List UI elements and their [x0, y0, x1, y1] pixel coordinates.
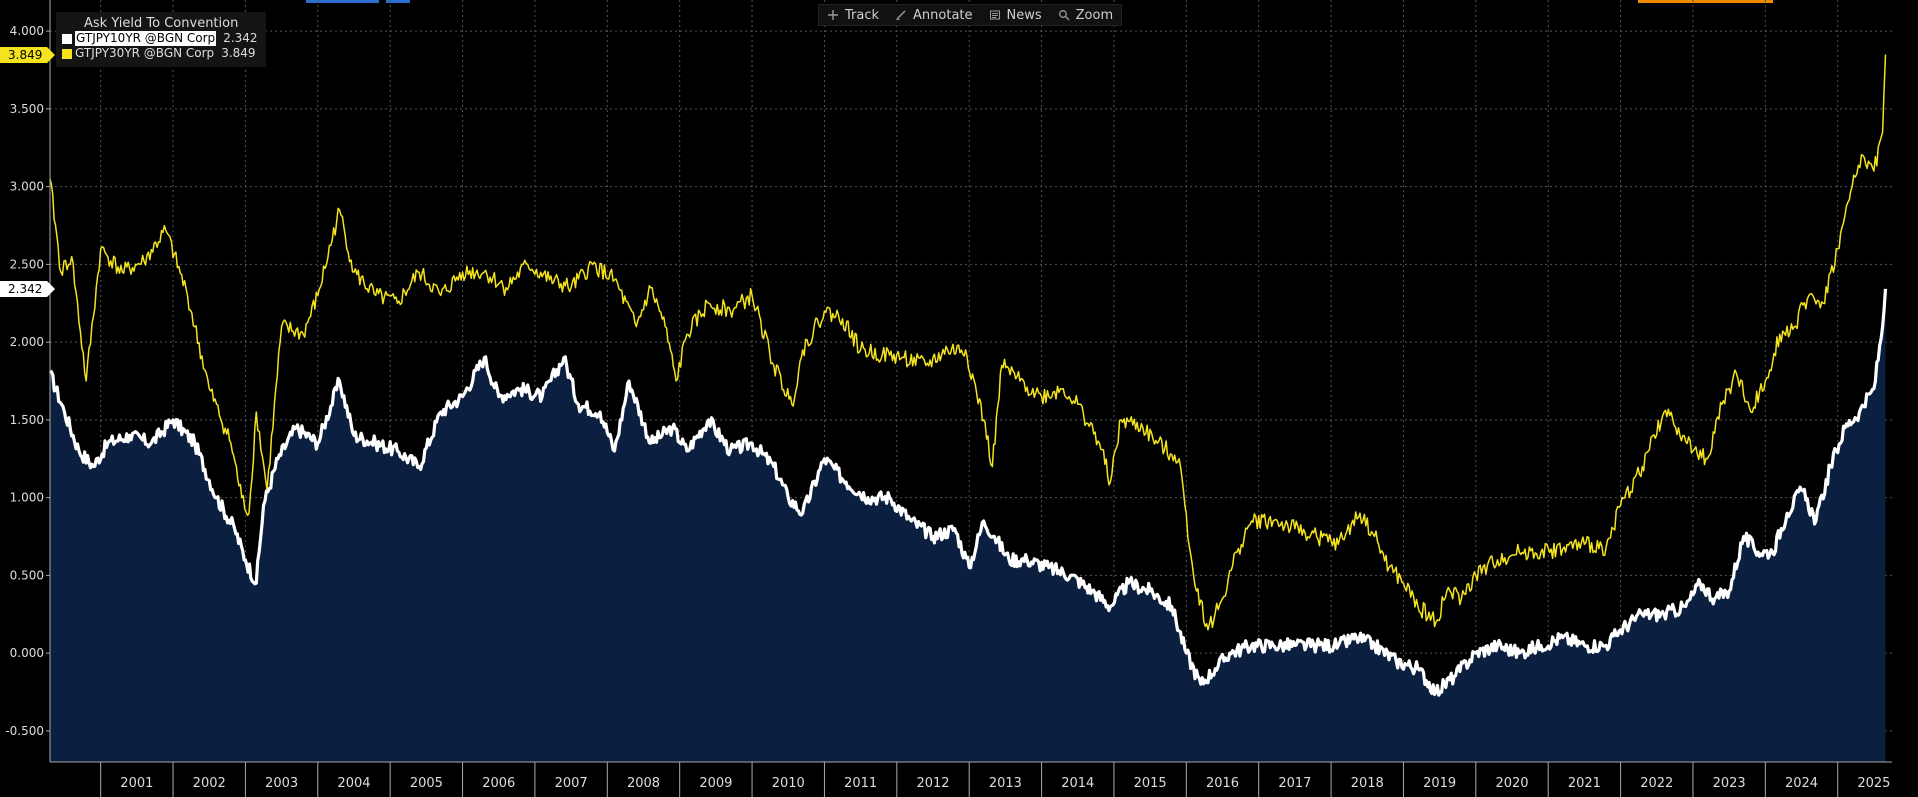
top-tab-indicator[interactable]	[306, 0, 379, 3]
x-tick-label: 2016	[1206, 776, 1239, 791]
x-tick-label: 2004	[337, 776, 370, 791]
x-tick-label: 2005	[410, 776, 443, 791]
legend-item-10yr[interactable]: GTJPY10YR @BGN Corp 2.342	[62, 31, 262, 46]
x-tick-label: 2017	[1278, 776, 1311, 791]
x-tick-label: 2015	[1134, 776, 1167, 791]
chart-toolbar: Track Annotate News Zoom	[818, 4, 1123, 26]
x-tick-label: 2020	[1495, 776, 1528, 791]
zoom-button[interactable]: Zoom	[1050, 8, 1121, 23]
legend-name-10yr: GTJPY10YR @BGN Corp	[75, 31, 217, 46]
track-label: Track	[845, 7, 880, 23]
x-tick-label: 2012	[916, 776, 949, 791]
y-tick-label: 3.500	[10, 102, 44, 116]
x-tick-label: 2025	[1857, 776, 1890, 791]
y-tick-label: 1.000	[10, 491, 44, 505]
y-tick-label: 1.500	[10, 413, 44, 427]
annotate-label: Annotate	[913, 7, 973, 23]
news-button[interactable]: News	[981, 8, 1050, 23]
x-axis: 2001 2002 2003 2004 2005 2006 2007 2008 2009 2010…	[50, 761, 1892, 797]
last-value-tag-10yr: 2.342	[0, 280, 56, 297]
x-tick-label: 2023	[1713, 776, 1746, 791]
series-line-10yr	[48, 288, 1888, 697]
top-tab-indicator-2[interactable]	[386, 0, 410, 3]
x-tick-label: 2007	[555, 776, 588, 791]
y-axis: -0.500 0.000 0.500 1.000 1.500 2.000 2.500 3.00…	[5, 0, 51, 762]
chart-series-lines	[48, 54, 1888, 697]
y-tick-label: 0.000	[10, 646, 44, 660]
annotate-button[interactable]: Annotate	[887, 8, 980, 23]
news-icon	[989, 10, 1000, 20]
x-tick-label: 2018	[1351, 776, 1384, 791]
top-alert-indicator[interactable]	[1638, 0, 1773, 3]
y-tick-label: 2.000	[10, 335, 44, 349]
news-label: News	[1006, 7, 1042, 23]
legend-value-30yr: 3.849	[221, 46, 256, 60]
legend-item-30yr[interactable]: GTJPY30YR @BGN Corp 3.849	[62, 46, 262, 61]
x-tick-label: 2003	[265, 776, 298, 791]
y-tick-label: 0.500	[10, 568, 44, 582]
magnifier-icon	[1058, 10, 1070, 21]
x-tick-label: 2001	[120, 776, 153, 791]
crosshair-icon	[828, 10, 838, 20]
x-tick-label: 2022	[1640, 776, 1673, 791]
x-tick-label: 2024	[1785, 776, 1818, 791]
last-value-tag-30yr: 3.849	[0, 46, 56, 63]
x-tick-label: 2008	[627, 776, 660, 791]
x-tick-label: 2006	[482, 776, 515, 791]
track-button[interactable]: Track	[819, 8, 887, 23]
legend-swatch-10yr	[62, 33, 72, 44]
chart-area-fill	[50, 288, 1886, 762]
legend-swatch-30yr	[62, 48, 72, 59]
x-tick-label: 2021	[1568, 776, 1601, 791]
x-tick-label: 2010	[772, 776, 805, 791]
area-fill-10yr	[50, 288, 1886, 762]
legend-title: Ask Yield To Convention	[84, 16, 239, 31]
x-tick-label: 2014	[1061, 776, 1094, 791]
zoom-label: Zoom	[1075, 7, 1114, 23]
y-tick-label: 4.000	[10, 24, 44, 38]
series-line-30yr	[49, 54, 1887, 631]
y-tick-label: -0.500	[5, 724, 44, 738]
y-tick-label: 2.500	[10, 257, 44, 271]
x-tick-label: 2019	[1423, 776, 1456, 791]
x-tick-label: 2013	[989, 776, 1022, 791]
pencil-icon	[896, 10, 906, 20]
x-tick-label: 2002	[193, 776, 226, 791]
legend-value-10yr: 2.342	[223, 31, 258, 45]
legend-name-30yr: GTJPY30YR @BGN Corp	[75, 46, 215, 60]
x-tick-label: 2011	[844, 776, 877, 791]
chart-legend: Ask Yield To Convention GTJPY10YR @BGN C…	[56, 12, 266, 67]
x-tick-label: 2009	[699, 776, 732, 791]
y-tick-label: 3.000	[10, 180, 44, 194]
